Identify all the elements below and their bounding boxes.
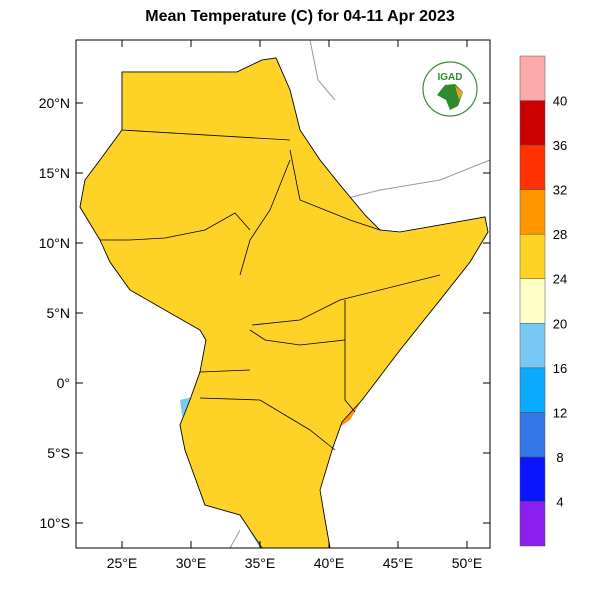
igad-logo: IGAD — [422, 61, 478, 117]
y-tick-label: 10°N — [39, 235, 70, 251]
x-axis-ticks: 25°E 30°E 35°E 40°E 45°E 50°E — [107, 40, 483, 571]
map-frame — [75, 39, 491, 549]
colorbar: 4 8 12 16 20 24 28 32 36 40 — [519, 55, 567, 547]
colorbar-label: 20 — [553, 316, 567, 331]
colorbar-swatch — [519, 456, 546, 502]
colorbar-label: 24 — [553, 272, 567, 287]
x-tick-label: 35°E — [245, 555, 276, 571]
colorbar-swatch — [519, 189, 546, 235]
colorbar-swatch — [519, 278, 546, 324]
neighbour-coastline — [229, 40, 490, 548]
colorbar-label: 32 — [553, 183, 567, 198]
y-tick-label: 20°N — [39, 95, 70, 111]
y-tick-label: 5°N — [47, 305, 71, 321]
colorbar-label: 4 — [556, 494, 563, 509]
colorbar-label: 28 — [553, 227, 567, 242]
y-tick-label: 0° — [57, 375, 70, 391]
colorbar-swatch — [519, 501, 546, 547]
x-tick-label: 25°E — [107, 555, 138, 571]
colorbar-label: 8 — [556, 450, 563, 465]
y-tick-label: 5°S — [47, 445, 70, 461]
map-body — [79, 40, 490, 548]
colorbar-swatch — [519, 100, 546, 146]
colorbar-label: 12 — [553, 405, 567, 420]
colorbar-label: 16 — [553, 361, 567, 376]
colorbar-swatch — [519, 367, 546, 413]
x-tick-label: 50°E — [452, 555, 483, 571]
colorbar-swatch — [519, 323, 546, 369]
y-axis-ticks: 20°N 15°N 10°N 5°N 0° 5°S 10°S — [39, 95, 490, 531]
colorbar-swatch — [519, 144, 546, 190]
x-tick-label: 30°E — [176, 555, 207, 571]
x-tick-label: 40°E — [314, 555, 345, 571]
colorbar-label: 36 — [553, 138, 567, 153]
colorbar-swatch — [519, 55, 546, 101]
colorbar-swatch — [519, 412, 546, 458]
country-borders — [100, 129, 441, 451]
svg-text:IGAD: IGAD — [438, 72, 463, 83]
colorbar-swatch — [519, 233, 546, 279]
y-tick-label: 15°N — [39, 165, 70, 181]
x-tick-label: 45°E — [383, 555, 414, 571]
colorbar-label: 40 — [553, 94, 567, 109]
y-tick-label: 10°S — [39, 515, 70, 531]
map-title: Mean Temperature (C) for 04-11 Apr 2023 — [145, 8, 455, 25]
